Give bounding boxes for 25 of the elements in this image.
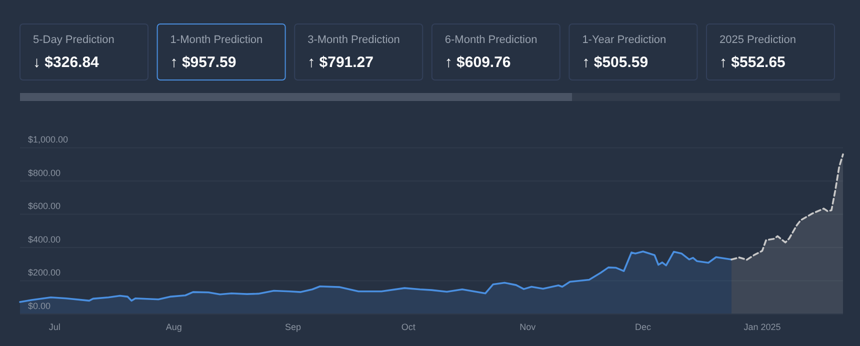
x-tick-label: Dec xyxy=(635,322,652,332)
text: ↑ $552.65 xyxy=(720,54,786,71)
text: 6-Month Prediction xyxy=(444,34,538,46)
text: 1-Year Prediction xyxy=(582,34,666,46)
x-tick-label: Oct xyxy=(401,322,416,332)
text: ↑ $791.27 xyxy=(308,54,374,71)
text: 5-Day Prediction xyxy=(33,34,114,46)
y-tick-label: $400.00 xyxy=(28,234,61,244)
text: 1-Month Prediction xyxy=(170,34,263,46)
x-tick-label: Sep xyxy=(285,322,302,332)
x-tick-label: Jul xyxy=(48,322,60,332)
text: ↑ $609.76 xyxy=(444,54,511,71)
y-tick-label: $800.00 xyxy=(28,168,61,178)
x-tick-label: Nov xyxy=(520,322,536,332)
text: 3-Month Prediction xyxy=(308,34,400,46)
text: ↑ $505.59 xyxy=(582,54,648,71)
text: ↓ $326.84 xyxy=(33,54,100,71)
text: 2025 Prediction xyxy=(720,34,796,46)
y-tick-label: $200.00 xyxy=(28,268,61,278)
y-tick-label: $0.00 xyxy=(28,301,51,311)
text: ↑ $957.59 xyxy=(170,54,236,71)
x-tick-label: Aug xyxy=(166,322,182,332)
y-tick-label: $600.00 xyxy=(28,201,61,212)
x-tick-label: Jan 2025 xyxy=(744,322,781,332)
y-tick-label: $1,000.00 xyxy=(28,134,68,145)
